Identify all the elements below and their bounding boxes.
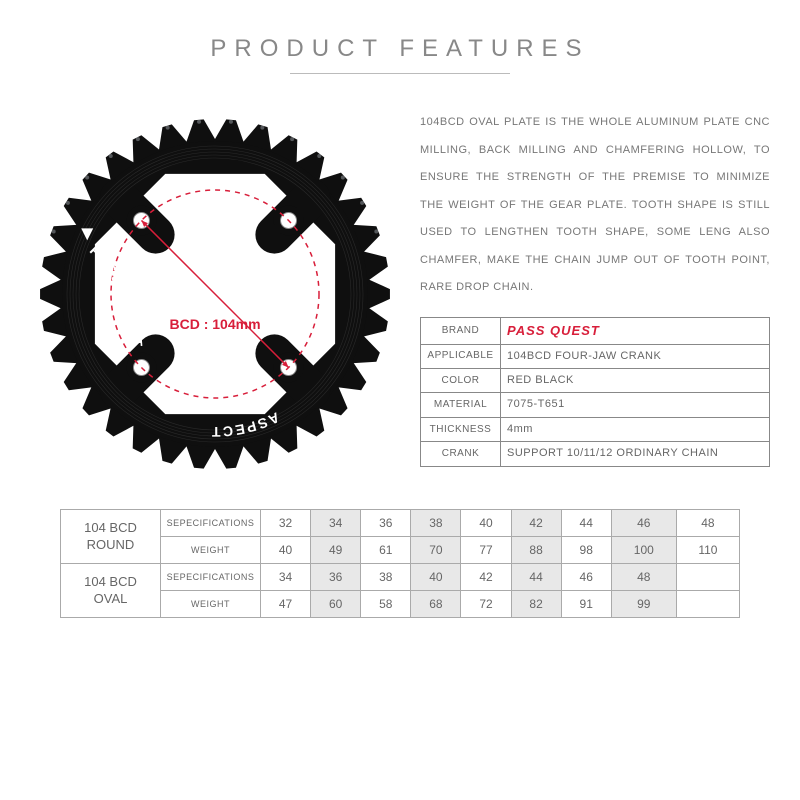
size-cell	[676, 564, 739, 591]
size-cell: 61	[361, 537, 411, 564]
size-cell: 48	[676, 510, 739, 537]
size-group: 104 BCDROUND	[61, 510, 161, 564]
spec-key: COLOR	[421, 369, 501, 393]
size-cell: 40	[261, 537, 311, 564]
spec-val: SUPPORT 10/11/12 ORDINARY CHAIN	[501, 442, 770, 466]
content-row: PASS QUESTASPECT BCD : 104mm 104BCD OVAL…	[0, 89, 800, 479]
size-cell: 34	[311, 510, 361, 537]
size-cell: 47	[261, 591, 311, 618]
size-row-label: WEIGHT	[161, 537, 261, 564]
size-cell: 91	[561, 591, 611, 618]
spec-key: BRAND	[421, 317, 501, 344]
size-cell: 72	[461, 591, 511, 618]
size-cell: 48	[611, 564, 676, 591]
size-cell: 110	[676, 537, 739, 564]
page-title: PRODUCT FEATURES	[0, 35, 800, 63]
size-cell: 42	[511, 510, 561, 537]
size-cell: 32	[261, 510, 311, 537]
size-cell: 40	[461, 510, 511, 537]
size-cell: 42	[461, 564, 511, 591]
size-cell: 34	[261, 564, 311, 591]
size-cell: 82	[511, 591, 561, 618]
size-row-label: SEPECIFICATIONS	[161, 510, 261, 537]
spec-val: RED BLACK	[501, 369, 770, 393]
size-cell: 98	[561, 537, 611, 564]
size-cell: 36	[361, 510, 411, 537]
size-row-label: SEPECIFICATIONS	[161, 564, 261, 591]
spec-key: THICKNESS	[421, 417, 501, 441]
size-cell: 49	[311, 537, 361, 564]
title-underline	[290, 73, 510, 74]
size-cell: 36	[311, 564, 361, 591]
right-column: 104BCD OVAL PLATE IS THE WHOLE ALUMINUM …	[420, 109, 770, 479]
size-cell: 38	[411, 510, 461, 537]
size-cell: 99	[611, 591, 676, 618]
size-cell: 38	[361, 564, 411, 591]
header: PRODUCT FEATURES	[0, 0, 800, 89]
size-cell: 100	[611, 537, 676, 564]
size-group: 104 BCDOVAL	[61, 564, 161, 618]
size-row-label: WEIGHT	[161, 591, 261, 618]
size-cell: 68	[411, 591, 461, 618]
bcd-label: BCD : 104mm	[169, 316, 260, 332]
size-cell: 88	[511, 537, 561, 564]
spec-key: CRANK	[421, 442, 501, 466]
size-cell: 46	[611, 510, 676, 537]
spec-key: MATERIAL	[421, 393, 501, 417]
spec-key: APPLICABLE	[421, 344, 501, 368]
spec-table: BRANDPASS QUESTAPPLICABLE104BCD FOUR-JAW…	[420, 317, 770, 467]
size-cell: 40	[411, 564, 461, 591]
size-cell: 70	[411, 537, 461, 564]
size-cell: 44	[511, 564, 561, 591]
size-table: 104 BCDROUNDSEPECIFICATIONS3234363840424…	[60, 509, 740, 618]
size-tables: 104 BCDROUNDSEPECIFICATIONS3234363840424…	[0, 479, 800, 618]
size-cell: 44	[561, 510, 611, 537]
size-cell: 77	[461, 537, 511, 564]
chainring-diagram: PASS QUESTASPECT BCD : 104mm	[30, 109, 400, 479]
size-cell: 58	[361, 591, 411, 618]
spec-val: 7075-T651	[501, 393, 770, 417]
size-cell: 46	[561, 564, 611, 591]
spec-val: PASS QUEST	[501, 317, 770, 344]
spec-val: 104BCD FOUR-JAW CRANK	[501, 344, 770, 368]
product-description: 104BCD OVAL PLATE IS THE WHOLE ALUMINUM …	[420, 109, 770, 302]
size-cell	[676, 591, 739, 618]
size-cell: 60	[311, 591, 361, 618]
spec-val: 4mm	[501, 417, 770, 441]
